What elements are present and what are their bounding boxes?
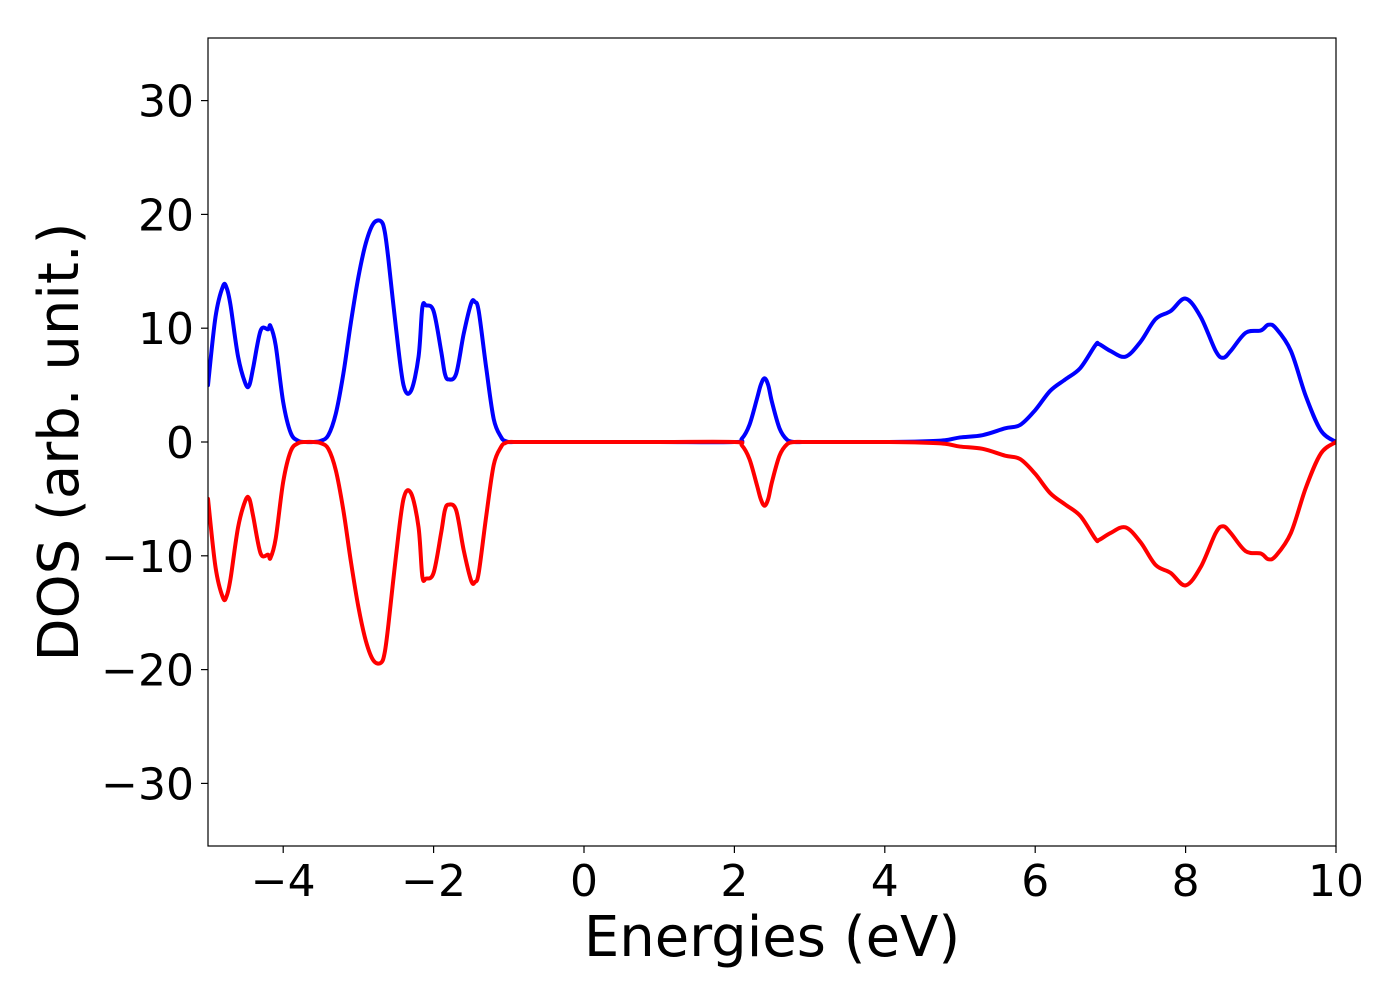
x-tick-label: 6	[1021, 856, 1049, 907]
x-axis-ticks: −4 −2 0 2 4 6 8 10	[251, 846, 1364, 907]
plot-frame	[207, 37, 1337, 847]
x-axis-title: Energies (eV)	[584, 905, 960, 970]
y-tick-label: 20	[138, 190, 194, 241]
x-tick-label: 8	[1172, 856, 1200, 907]
x-tick-label: 2	[720, 856, 748, 907]
series-layer	[208, 218, 1336, 666]
x-tick-label: −2	[401, 856, 466, 907]
x-tick-label: 4	[871, 856, 899, 907]
x-tick-label: 0	[570, 856, 598, 907]
y-tick-label: 10	[138, 304, 194, 355]
y-tick-label: −20	[101, 646, 194, 697]
spin-up-line	[208, 218, 1336, 445]
y-axis-ticks: 30 20 10 0 −10 −20 −30	[101, 77, 208, 810]
y-tick-label: −10	[101, 532, 194, 583]
y-tick-label: 0	[166, 418, 194, 469]
x-tick-label: −4	[251, 856, 316, 907]
y-tick-label: −30	[101, 759, 194, 810]
y-tick-label: 30	[138, 77, 194, 128]
spin-down-line	[208, 439, 1336, 666]
y-axis-title: DOS (arb. unit.)	[27, 222, 92, 661]
x-tick-label: 10	[1308, 856, 1364, 907]
